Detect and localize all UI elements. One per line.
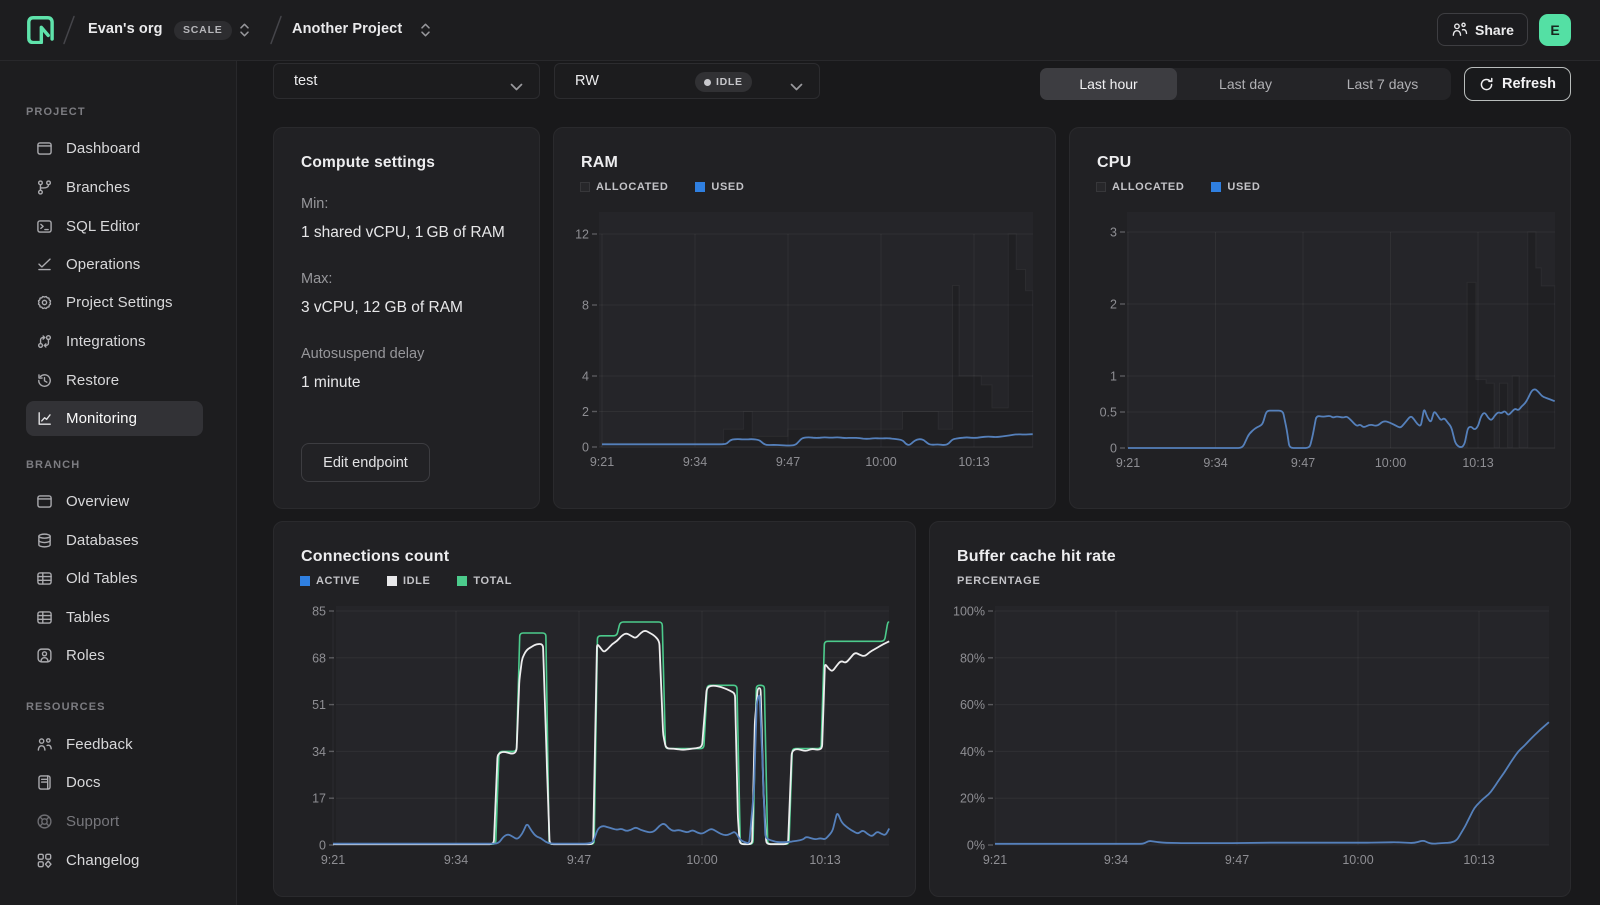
- svg-text:1: 1: [1110, 370, 1117, 384]
- svg-text:3: 3: [1110, 226, 1117, 240]
- svg-text:0: 0: [582, 441, 589, 455]
- svg-text:40%: 40%: [960, 745, 985, 759]
- svg-text:9:47: 9:47: [1291, 456, 1315, 470]
- svg-text:10:00: 10:00: [686, 853, 717, 867]
- svg-text:9:34: 9:34: [1104, 853, 1128, 867]
- svg-text:20%: 20%: [960, 792, 985, 806]
- svg-text:2: 2: [1110, 298, 1117, 312]
- svg-text:9:21: 9:21: [983, 853, 1007, 867]
- svg-text:80%: 80%: [960, 651, 985, 665]
- svg-text:17: 17: [312, 792, 326, 806]
- svg-text:9:47: 9:47: [776, 455, 800, 469]
- svg-text:10:13: 10:13: [1462, 456, 1493, 470]
- svg-text:34: 34: [312, 745, 326, 759]
- svg-text:0: 0: [1110, 442, 1117, 456]
- svg-text:2: 2: [582, 405, 589, 419]
- svg-text:60%: 60%: [960, 698, 985, 712]
- svg-text:85: 85: [312, 605, 326, 619]
- svg-text:0%: 0%: [967, 839, 985, 853]
- svg-text:10:13: 10:13: [809, 853, 840, 867]
- svg-text:0: 0: [319, 839, 326, 853]
- svg-text:9:34: 9:34: [1203, 456, 1227, 470]
- svg-text:10:13: 10:13: [1463, 853, 1494, 867]
- svg-text:10:00: 10:00: [1375, 456, 1406, 470]
- svg-text:4: 4: [582, 370, 589, 384]
- svg-text:10:00: 10:00: [865, 455, 896, 469]
- svg-text:9:34: 9:34: [444, 853, 468, 867]
- svg-text:8: 8: [582, 299, 589, 313]
- svg-text:68: 68: [312, 651, 326, 665]
- svg-text:9:21: 9:21: [1116, 456, 1140, 470]
- svg-text:9:34: 9:34: [683, 455, 707, 469]
- svg-text:10:13: 10:13: [958, 455, 989, 469]
- svg-text:9:47: 9:47: [567, 853, 591, 867]
- svg-text:9:21: 9:21: [590, 455, 614, 469]
- svg-text:12: 12: [575, 228, 589, 242]
- svg-text:100%: 100%: [953, 605, 985, 619]
- svg-text:9:21: 9:21: [321, 853, 345, 867]
- svg-text:9:47: 9:47: [1225, 853, 1249, 867]
- svg-text:10:00: 10:00: [1342, 853, 1373, 867]
- svg-text:0.5: 0.5: [1100, 406, 1117, 420]
- svg-text:51: 51: [312, 698, 326, 712]
